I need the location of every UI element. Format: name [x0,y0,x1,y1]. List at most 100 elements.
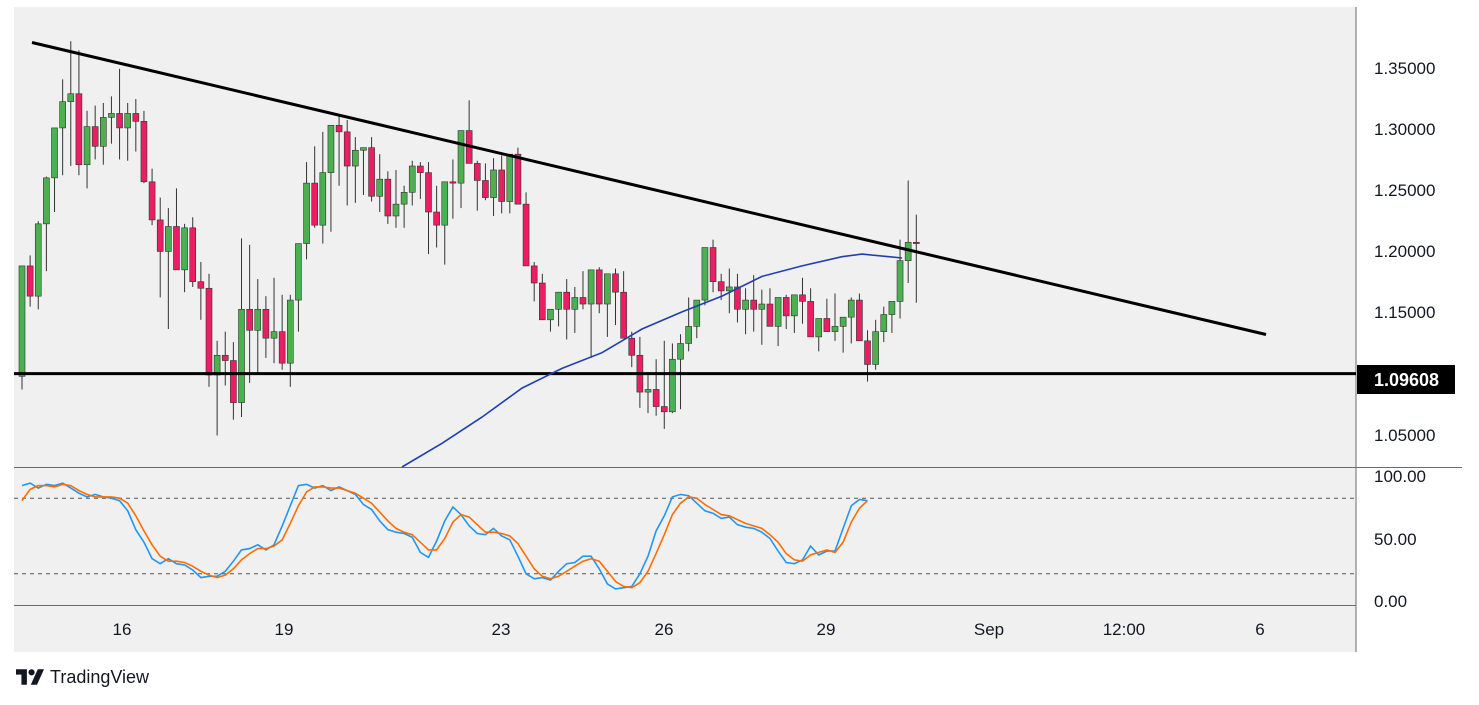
bullish-candle [587,269,595,305]
bearish-candle [75,93,83,166]
bearish-candle [782,297,790,317]
bearish-candle [148,181,156,221]
bearish-candle [799,294,806,302]
bearish-candle [530,265,538,284]
bullish-candle [831,326,839,332]
bullish-candle [400,192,408,205]
bullish-candle [360,147,367,151]
bearish-candle [221,354,229,361]
tradingview-logo-icon [16,669,44,685]
bullish-candle [286,299,294,364]
trendline [31,41,1267,336]
bullish-candle [758,303,766,310]
bearish-candle [628,337,636,356]
bearish-candle [132,113,140,122]
bearish-candle [189,227,197,282]
bullish-candle [100,117,107,147]
bullish-candle [726,286,733,292]
bearish-candle [197,281,205,289]
bearish-candle [856,299,863,342]
bullish-candle [457,130,465,184]
bullish-candle [295,243,302,301]
bullish-candle [815,318,823,338]
bearish-candle [140,121,148,183]
price-tick-label: 1.25000 [1374,181,1435,200]
bearish-candle [807,301,814,338]
bullish-candle [51,127,58,179]
stochastic-tick-label: 100.00 [1374,467,1426,486]
bullish-candle [839,316,847,327]
bearish-candle [766,303,774,327]
bearish-candle [912,241,920,244]
bullish-candle [693,299,701,327]
current-price-badge [1357,365,1455,394]
bearish-candle [335,124,343,133]
bearish-candle [156,219,164,252]
bearish-candle [750,299,758,310]
bearish-candle [660,406,668,413]
bullish-candle [888,301,896,315]
stochastic-axis-labels: 100.00 50.00 0.00 [1374,467,1426,611]
candles-group [18,41,920,436]
time-tick-label: 12:00 [1103,620,1146,639]
bullish-candle [742,299,749,310]
price-tick-label: 1.20000 [1374,242,1435,261]
bullish-candle [254,308,262,331]
bullish-candle [181,227,188,271]
time-tick-label: 19 [275,620,294,639]
bullish-candle [644,389,652,393]
bullish-candle [701,247,709,301]
bearish-candle [417,165,424,173]
bearish-candle [262,308,270,339]
bullish-candle [677,343,684,360]
bearish-candle [595,269,603,305]
price-tick-label: 1.15000 [1374,303,1435,322]
bearish-candle [864,340,871,365]
bullish-candle [67,93,75,102]
bearish-candle [612,273,619,293]
time-tick-label: 29 [817,620,836,639]
bearish-candle [384,178,392,217]
bullish-candle [571,297,579,310]
bullish-candle [213,354,221,376]
stochastic-d-line [21,483,869,589]
bullish-candle [555,291,562,310]
bearish-candle [652,389,660,407]
time-tick-label: 16 [113,620,132,639]
time-tick-label: 23 [492,620,511,639]
bullish-candle [238,308,245,403]
price-tick-label: 1.05000 [1374,426,1435,445]
price-pane-background [14,7,1356,467]
bullish-candle [34,223,42,297]
bearish-candle [91,126,99,147]
tradingview-brand[interactable]: TradingView [16,666,149,688]
bullish-candle [880,314,888,332]
bullish-candle [83,126,91,166]
bullish-candle [774,297,782,327]
bullish-candle [847,299,855,318]
bullish-candle [165,226,172,252]
bearish-candle [579,297,587,305]
bullish-candle [441,181,449,226]
bearish-candle [433,211,440,226]
bullish-candle [303,182,310,244]
stochastic-tick-label: 0.00 [1374,592,1407,611]
bullish-candle [319,172,327,226]
bearish-candle [563,291,571,310]
moving-average-line [401,253,903,468]
bearish-candle [311,182,318,226]
bearish-candle [734,286,741,310]
bearish-candle [26,265,34,297]
bullish-candle [604,273,611,305]
bearish-candle [173,226,180,271]
price-axis-background [1357,7,1477,652]
bearish-candle [514,153,522,205]
bullish-candle [506,153,514,202]
price-tick-label: 1.30000 [1374,120,1435,139]
time-axis-labels: 16 19 23 26 29 Sep 12:00 6 [113,620,1265,639]
current-price-label: 1.09608 [1374,370,1439,390]
time-tick-label: Sep [974,620,1004,639]
bullish-candle [108,113,115,118]
brand-name: TradingView [50,666,150,687]
